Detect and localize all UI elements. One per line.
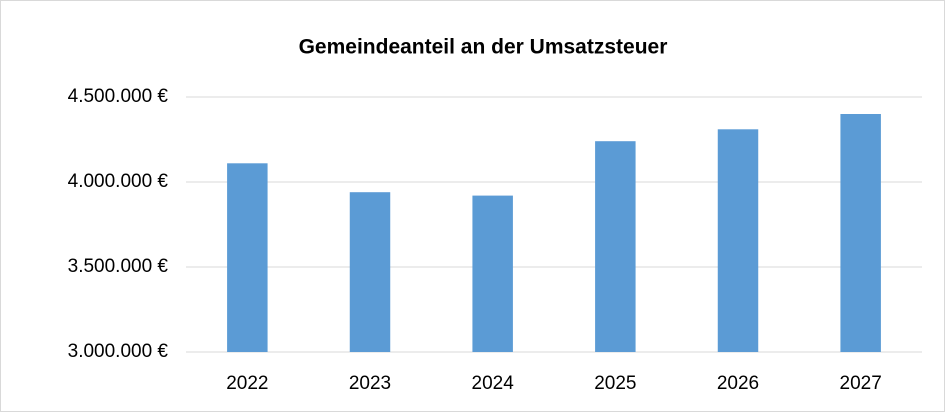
- x-tick-label: 2024: [472, 373, 515, 394]
- y-tick-label: 4.000.000 €: [68, 171, 169, 192]
- x-tick-label: 2027: [840, 373, 882, 394]
- bar: [595, 141, 636, 352]
- x-tick-label: 2026: [717, 373, 759, 394]
- y-tick-label: 3.500.000 €: [68, 256, 169, 277]
- y-tick-label: 3.000.000 €: [68, 341, 169, 362]
- bar: [717, 129, 759, 352]
- y-tick-label: 4.500.000 €: [68, 86, 169, 107]
- x-tick-label: 2023: [349, 373, 391, 394]
- x-tick-label: 2022: [226, 373, 268, 394]
- bar: [840, 114, 881, 352]
- bar: [472, 195, 513, 352]
- bar: [349, 192, 391, 352]
- x-tick-label: 2025: [594, 373, 636, 394]
- chart-title: Gemeindeanteil an der Umsatzsteuer: [299, 36, 668, 59]
- bar: [227, 163, 268, 352]
